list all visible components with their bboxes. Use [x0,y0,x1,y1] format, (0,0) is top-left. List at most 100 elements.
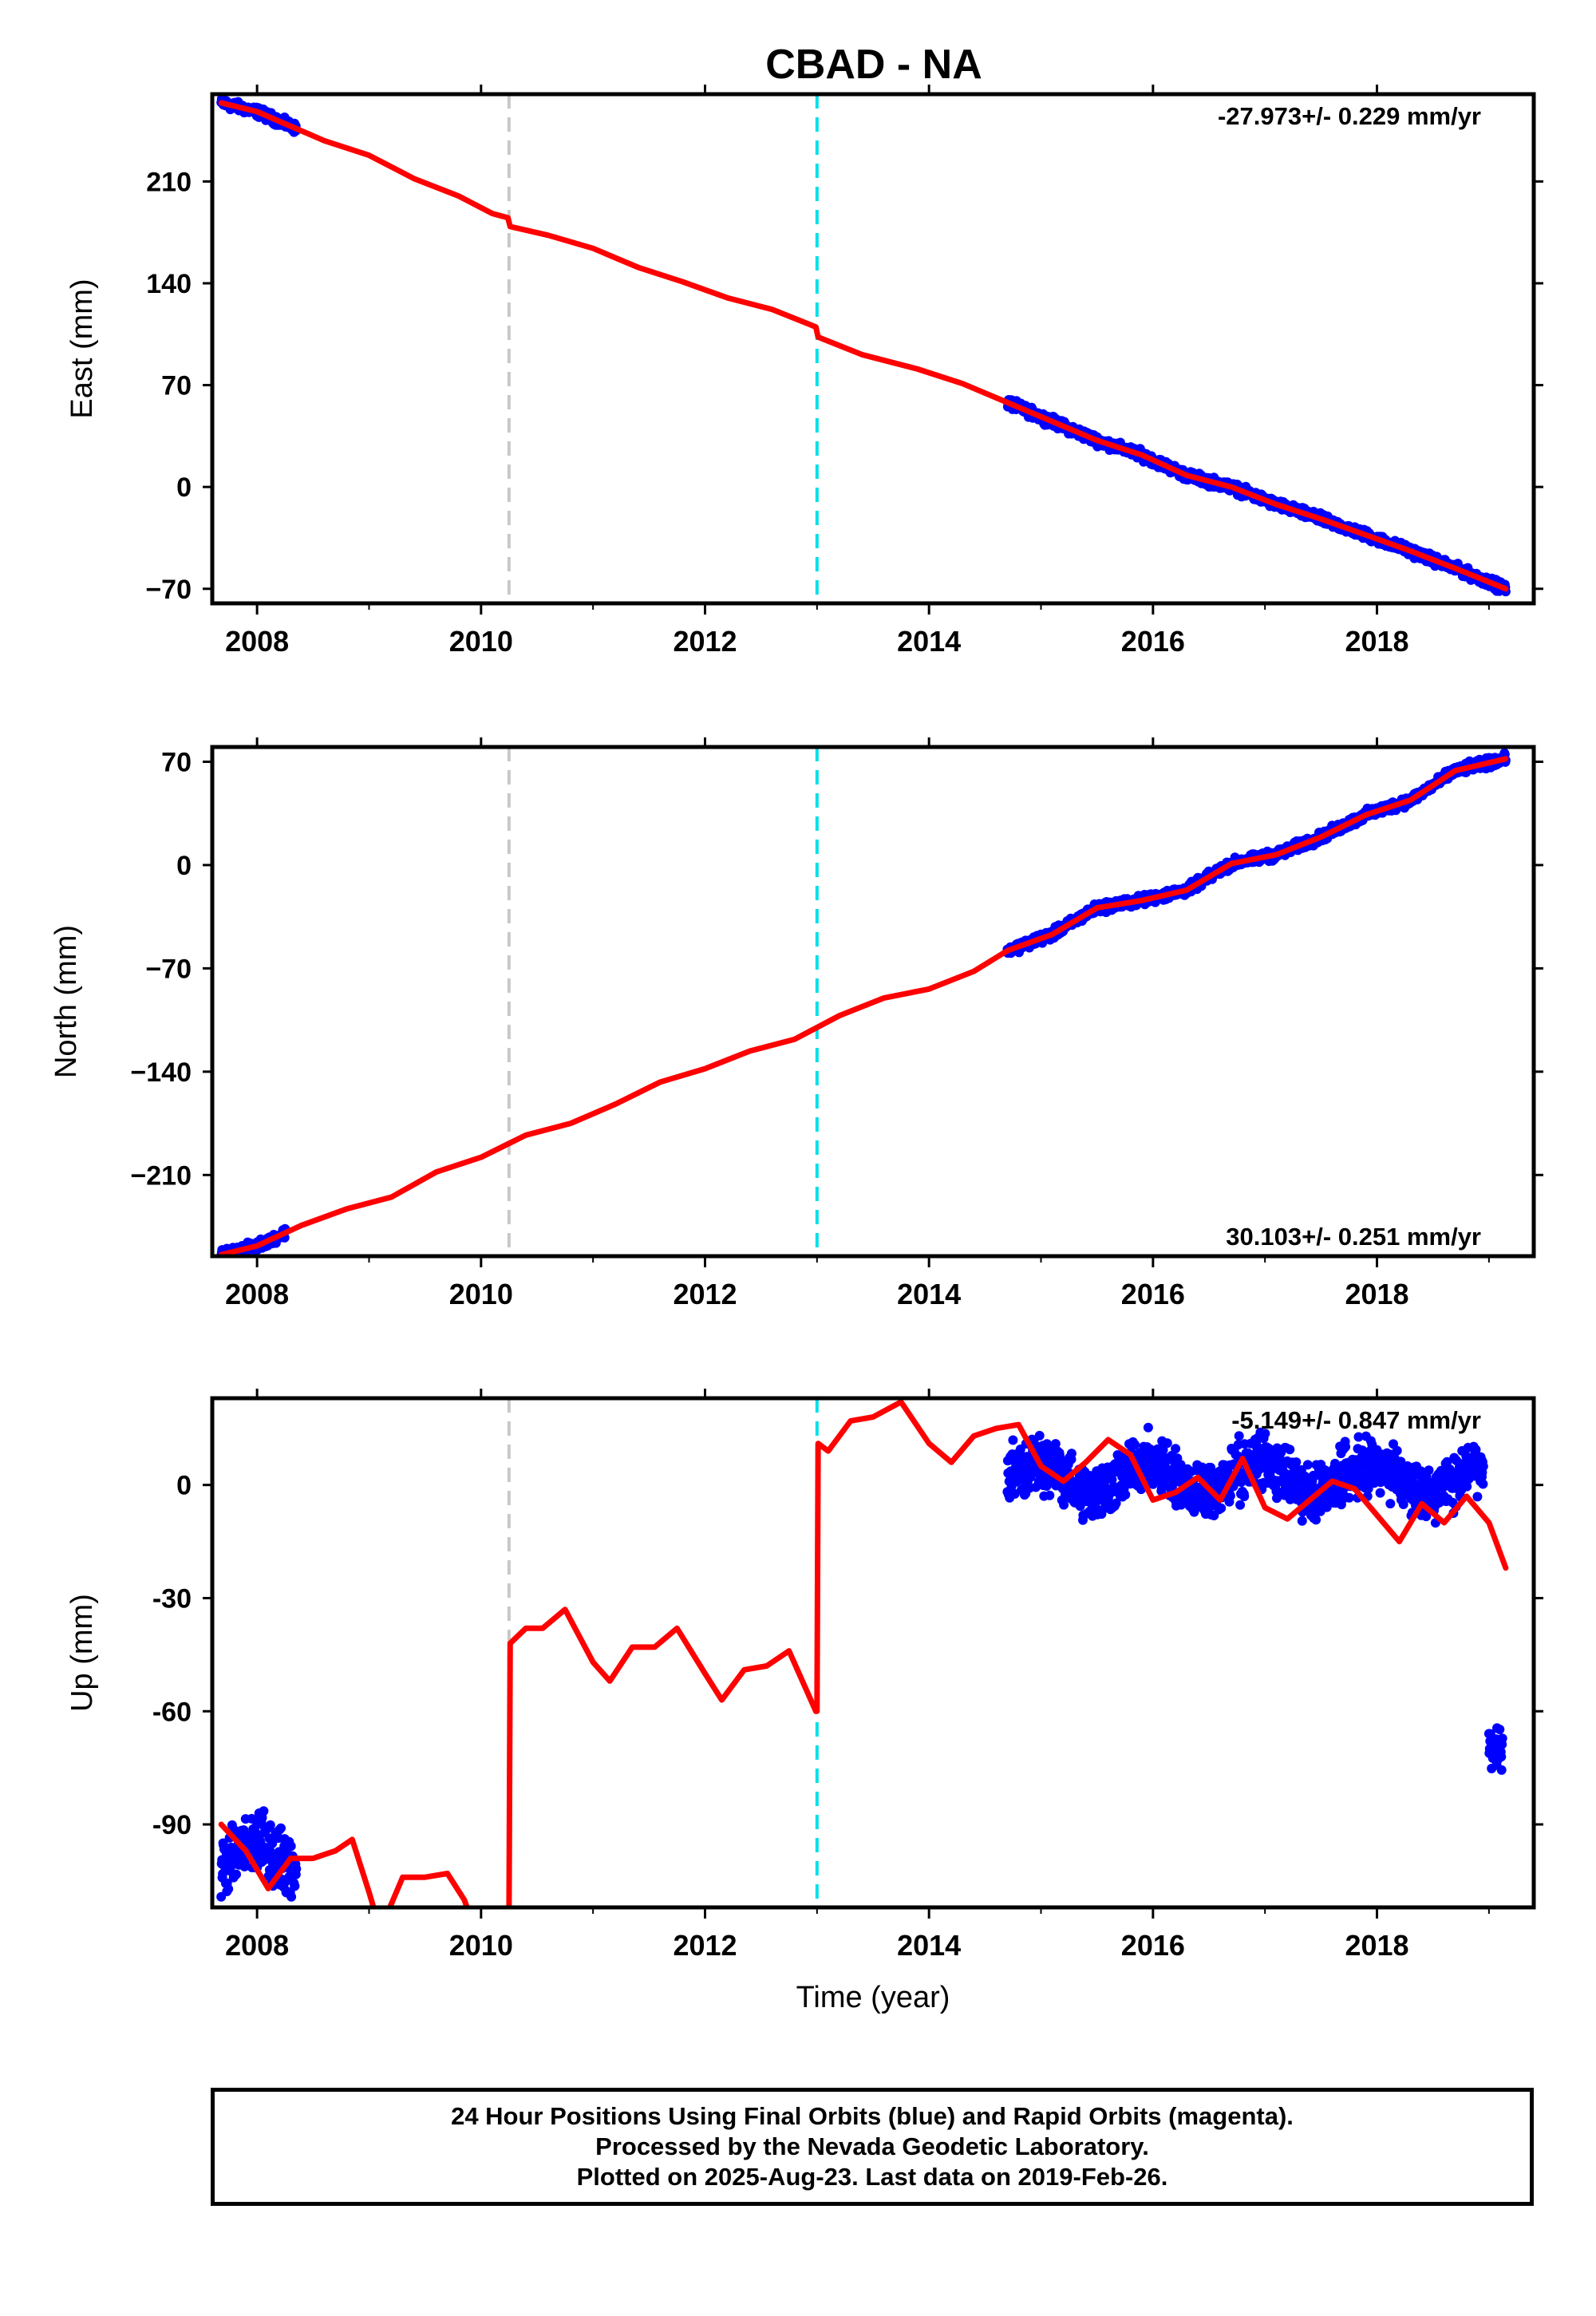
east-panel: −70 0 70 140 210 2008 2010 2012 2014 2016 2018 East… [65,85,1543,658]
up-data-point [286,1891,297,1902]
up-data-point [1424,1465,1434,1476]
up-data-point [1260,1429,1270,1439]
up-data-point [1363,1484,1373,1494]
up-plot-area [216,1398,1509,1907]
up-data-point [1234,1431,1244,1441]
up-data-point [1297,1516,1307,1526]
up-data-point [265,1820,275,1830]
up-xtick-label: 2008 [225,1929,289,1962]
up-data-point [1478,1479,1488,1489]
up-xtick-label: 2014 [897,1929,961,1962]
north-xtick-label: 2010 [449,1278,513,1310]
up-data-point [1045,1490,1055,1500]
up-xtick-label: 2016 [1121,1929,1185,1962]
east-xtick-label: 2014 [897,625,961,658]
north-ytick-label: 70 [161,747,192,777]
up-frame [210,1396,1536,1910]
up-model-line [218,1399,1509,1907]
up-data-point [231,1869,241,1879]
north-xtick-label: 2012 [673,1278,737,1310]
up-data-point [1375,1488,1385,1498]
up-data-point [1442,1456,1452,1467]
east-ytick-label: 140 [146,269,192,299]
up-xtick-label: 2012 [673,1929,737,1962]
up-data-point [1496,1752,1507,1762]
north-rate-label: 30.103+/- 0.251 mm/yr [1226,1223,1481,1251]
north-xtick-label: 2014 [897,1278,961,1310]
up-data-point [290,1881,300,1891]
up-data-point [1497,1733,1507,1744]
east-xtick-label: 2008 [225,625,289,658]
up-data-point [1225,1491,1235,1501]
up-data-point [1478,1461,1488,1472]
up-data-point [1107,1475,1117,1484]
up-data-point [1398,1500,1408,1509]
east-ytick-label: −70 [145,575,192,605]
up-xtick-label: 2010 [449,1929,513,1962]
up-rate-label: -5.149+/- 0.847 mm/yr [1231,1406,1481,1434]
up-data-point [1143,1422,1153,1433]
east-frame [210,92,1536,606]
up-data-point [1385,1499,1396,1509]
footer-line-3: Plotted on 2025-Aug-23. Last data on 201… [576,2163,1168,2191]
up-xtick-label: 2018 [1345,1929,1408,1962]
north-xtick-label: 2016 [1121,1278,1185,1310]
up-data-point [1271,1486,1282,1496]
east-ytick-label: 210 [146,167,192,197]
up-ytick-label: -90 [152,1810,192,1840]
up-data-point [1285,1445,1295,1455]
north-panel: −210 −140 −70 0 70 2008 2010 2012 2014 2016 2018 No… [49,737,1543,1310]
north-xtick-label: 2018 [1345,1278,1408,1310]
up-data-point [1421,1512,1432,1522]
up-data-point [259,1806,269,1816]
up-data-point [1239,1492,1250,1501]
up-data-point [291,1863,302,1874]
up-data-point [1308,1470,1318,1480]
up-ytick-label: 0 [176,1471,192,1501]
up-data-point [1008,1435,1018,1445]
footer-line-1: 24 Hour Positions Using Final Orbits (bl… [451,2102,1294,2130]
north-ytick-label: −210 [130,1160,192,1191]
chart-title: CBAD - NA [765,41,982,88]
up-data-point [1392,1445,1402,1456]
up-data-point [1462,1481,1472,1492]
up-data-point [1472,1492,1483,1502]
up-data-point [1050,1439,1061,1449]
east-ylabel: East (mm) [65,279,99,418]
up-data-point [1162,1438,1172,1448]
up-ylabel: Up (mm) [65,1594,99,1712]
up-data-point [276,1823,286,1833]
up-panel: -90 -60 -30 0 2008 2010 2012 2014 2016 2018 Up (mm… [65,1389,1543,2014]
up-data-point [1158,1445,1168,1455]
up-data-point [1353,1432,1364,1442]
up-data-point [1495,1725,1505,1734]
east-plot-area [216,94,1511,603]
east-xtick-label: 2018 [1345,625,1408,658]
up-data-point [1496,1765,1507,1775]
north-ytick-label: −70 [145,954,192,984]
up-data-point [286,1841,296,1852]
up-data-point [1272,1493,1282,1504]
up-data-point [1111,1498,1121,1508]
north-xtick-label: 2008 [225,1278,289,1310]
north-frame [210,745,1536,1259]
up-data-point [1130,1440,1140,1450]
east-xtick-label: 2010 [449,625,513,658]
east-rate-label: -27.973+/- 0.229 mm/yr [1218,102,1481,130]
up-data-point [1344,1492,1354,1503]
up-data-point [1341,1441,1351,1452]
up-data-point [1216,1503,1227,1513]
footer-box: 24 Hour Positions Using Final Orbits (bl… [211,2088,1534,2206]
east-ytick-label: 70 [161,371,192,401]
up-data-point [1291,1457,1302,1468]
up-data-point [1311,1515,1321,1525]
up-data-point [1034,1430,1045,1441]
up-xlabel: Time (year) [796,1981,950,2014]
north-plot-area [216,747,1511,1256]
east-ytick-label: 0 [176,472,192,503]
up-data-point [1235,1500,1246,1510]
east-xtick-label: 2016 [1121,625,1185,658]
up-data-point [223,1883,234,1894]
footer-line-2: Processed by the Nevada Geodetic Laborat… [595,2132,1149,2160]
